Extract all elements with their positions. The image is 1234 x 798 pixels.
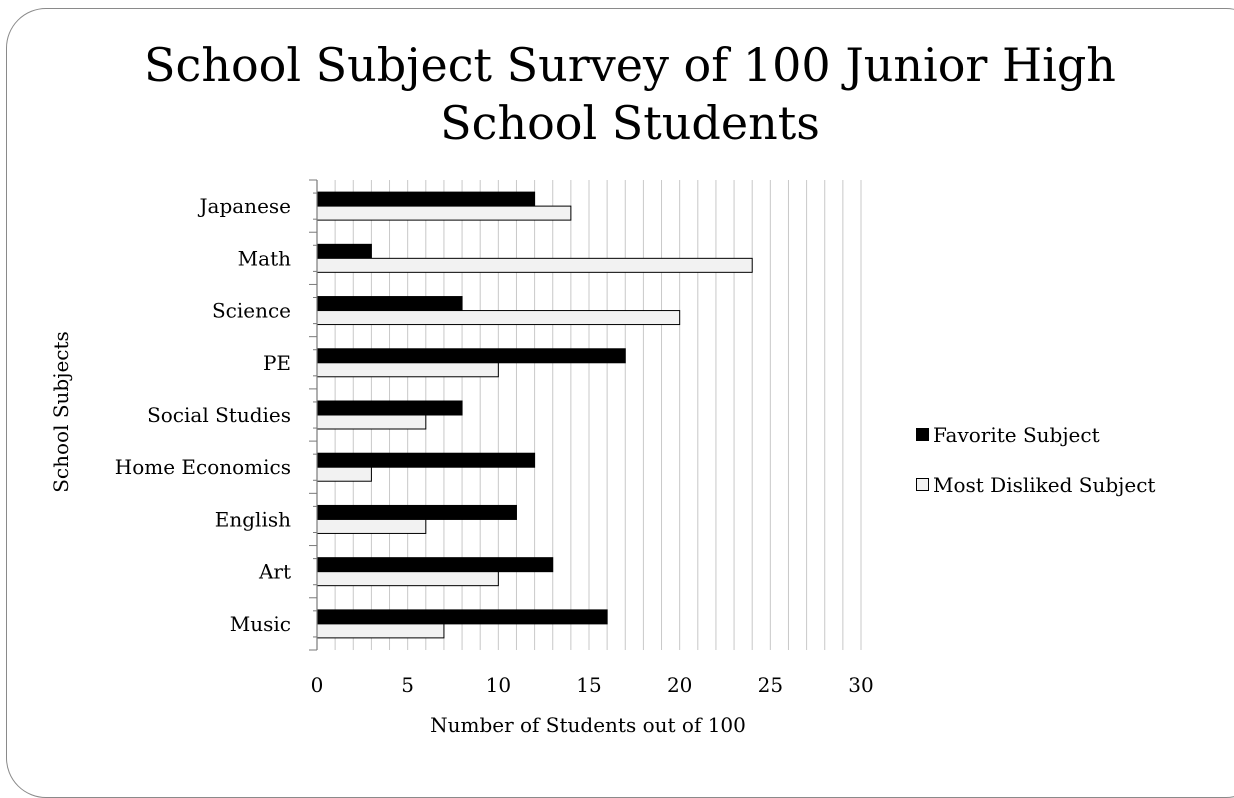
bar-disliked xyxy=(316,518,427,534)
bar-disliked xyxy=(316,466,372,482)
category-label: Art xyxy=(258,560,291,584)
chart-title: School Subject Survey of 100 Junior High… xyxy=(0,36,1234,152)
bar-disliked xyxy=(316,205,572,221)
bar-disliked xyxy=(316,310,681,326)
category-label: PE xyxy=(263,351,291,375)
category-label: Science xyxy=(212,299,291,323)
tick-labels: Japanese Math Science PE Social Studies Home … xyxy=(115,194,874,697)
bar-favorite xyxy=(316,348,626,364)
bar-chart: Japanese Math Science PE Social Studies Home … xyxy=(49,179,874,737)
bars xyxy=(316,191,753,639)
chart-title-line-1: School Subject Survey of 100 Junior High xyxy=(144,38,1116,92)
category-label: Social Studies xyxy=(147,403,291,427)
bar-favorite xyxy=(316,400,463,416)
legend-label-favorite: Favorite Subject xyxy=(933,422,1100,447)
x-axis-label: Number of Students out of 100 xyxy=(430,713,746,737)
x-tick-label: 0 xyxy=(311,673,324,697)
bar-favorite xyxy=(316,557,554,573)
x-tick-label: 15 xyxy=(576,673,601,697)
x-tick-label: 5 xyxy=(401,673,414,697)
legend-item-favorite: Favorite Subject xyxy=(916,422,1155,447)
x-tick-label: 20 xyxy=(667,673,692,697)
bar-favorite xyxy=(316,452,536,468)
x-tick-label: 25 xyxy=(758,673,783,697)
legend-label-disliked: Most Disliked Subject xyxy=(933,472,1156,497)
bar-disliked xyxy=(316,623,445,639)
chart-title-line-2: School Students xyxy=(440,96,820,150)
bar-favorite xyxy=(316,609,608,625)
bar-favorite xyxy=(316,243,372,259)
legend-swatch-disliked xyxy=(916,478,929,491)
bar-favorite xyxy=(316,296,463,312)
axes xyxy=(309,179,318,651)
category-label: English xyxy=(215,507,291,531)
category-label: Japanese xyxy=(198,194,291,218)
bar-disliked xyxy=(316,571,499,587)
bar-disliked xyxy=(316,257,753,273)
x-tick-label: 30 xyxy=(848,673,873,697)
y-axis-label: School Subjects xyxy=(49,331,73,493)
x-tick-label: 10 xyxy=(486,673,511,697)
bar-favorite xyxy=(316,504,517,520)
category-label: Music xyxy=(230,612,291,636)
legend: Favorite Subject Most Disliked Subject xyxy=(916,422,1155,522)
category-label: Home Economics xyxy=(115,455,291,479)
legend-swatch-favorite xyxy=(916,428,929,441)
category-label: Math xyxy=(238,246,291,270)
bar-disliked xyxy=(316,414,427,430)
bar-favorite xyxy=(316,191,536,207)
legend-item-disliked: Most Disliked Subject xyxy=(916,472,1155,497)
bar-disliked xyxy=(316,362,499,378)
